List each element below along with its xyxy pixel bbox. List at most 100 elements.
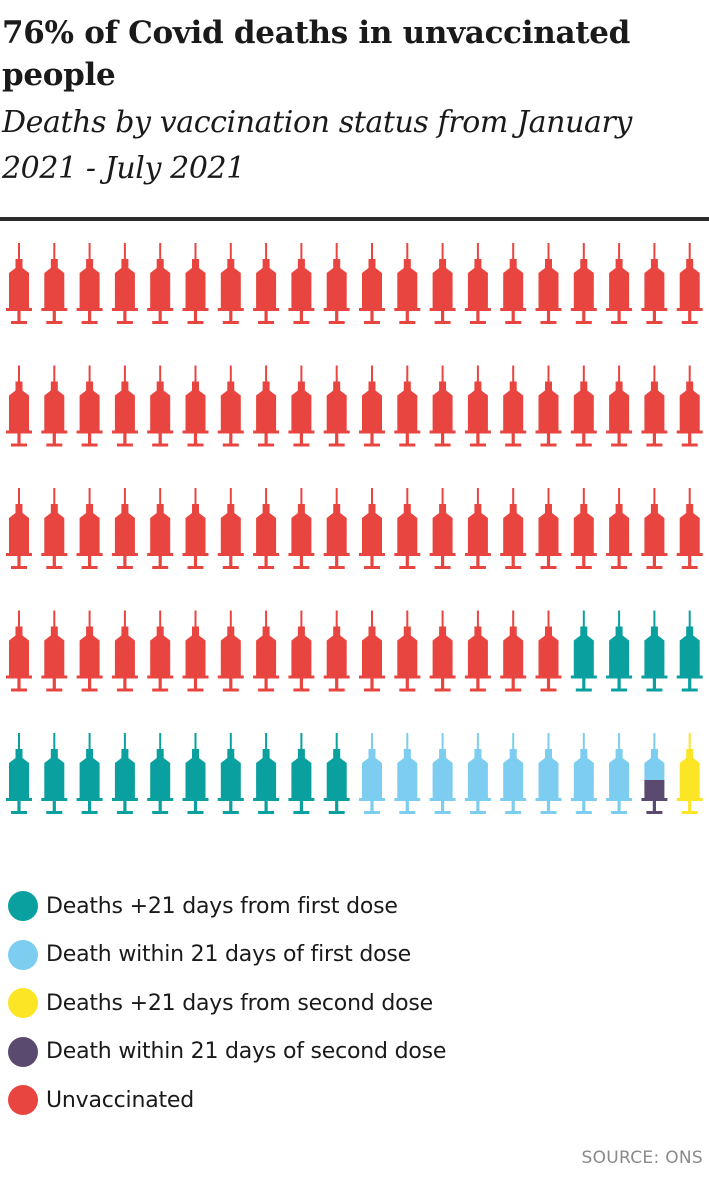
syringe-icon (394, 488, 421, 569)
legend-item: Death within 21 days of first dose (8, 931, 446, 980)
legend-label: Death within 21 days of second dose (46, 1039, 447, 1065)
syringe-icon (641, 365, 668, 447)
syringe-icon (323, 243, 350, 324)
syringe-icon (500, 733, 527, 814)
syringe-icon (464, 243, 491, 324)
syringe-icon (6, 243, 32, 324)
syringe-icon (676, 243, 703, 324)
syringe-icon (182, 488, 209, 569)
syringe-icon (76, 243, 103, 324)
syringe-icon (641, 488, 668, 569)
syringe-icon (500, 365, 527, 447)
syringe-icon (535, 488, 562, 569)
syringe-icon (147, 243, 174, 324)
syringe-icon (641, 733, 668, 814)
syringe-icon (76, 488, 103, 569)
syringe-icon (288, 733, 315, 814)
syringe-icon (111, 488, 138, 569)
syringe-icon (464, 733, 491, 814)
syringe-icon (606, 365, 633, 447)
legend-label: Deaths +21 days from first dose (46, 893, 398, 919)
syringe-icon (6, 488, 32, 569)
syringe-icon (288, 243, 315, 324)
syringe-icon (182, 733, 209, 814)
syringe-icon (323, 733, 350, 814)
syringe-icon (147, 365, 174, 447)
legend-item: Death within 21 days of second dose (8, 1028, 446, 1077)
syringe-icon (41, 610, 68, 692)
syringe-icon (535, 243, 562, 324)
legend: Deaths +21 days from first dose Death wit… (8, 882, 446, 1125)
syringe-icon (429, 610, 456, 692)
legend-swatch (8, 939, 38, 970)
syringe-icon (606, 610, 633, 692)
syringe-icon (253, 243, 280, 324)
syringe-icon (359, 488, 385, 569)
syringe-icon (429, 243, 456, 324)
syringe-icon (641, 610, 668, 692)
syringe-icon (676, 610, 703, 692)
syringe-icon (111, 365, 138, 447)
syringe-icon (217, 365, 244, 447)
syringe-icon (111, 733, 138, 814)
syringe-icon (217, 610, 244, 692)
syringe-icon (394, 610, 421, 692)
syringe-icon (253, 365, 280, 447)
legend-swatch (8, 988, 38, 1019)
syringe-icon (464, 610, 491, 692)
syringe-icon (147, 488, 174, 569)
syringe-icon (359, 610, 385, 692)
syringe-icon (323, 610, 350, 692)
syringe-icon (359, 243, 385, 324)
syringe-icon (676, 488, 703, 569)
syringe-icon (111, 610, 138, 692)
syringe-icon (464, 365, 491, 447)
syringe-icon (464, 488, 491, 569)
syringe-icon (500, 243, 527, 324)
syringe-icon (41, 733, 68, 814)
syringe-icon (217, 243, 244, 324)
syringe-icon (182, 610, 209, 692)
legend-item: Deaths +21 days from second dose (8, 979, 446, 1028)
syringe-icon (500, 488, 527, 569)
syringe-icon (182, 243, 209, 324)
syringe-icon (570, 243, 597, 324)
syringe-icon (288, 365, 315, 447)
syringe-icon (535, 733, 562, 814)
syringe-icon (606, 733, 633, 814)
syringe-icon (288, 610, 315, 692)
syringe-icon (570, 365, 597, 447)
syringe-icon (535, 365, 562, 447)
legend-label: Unvaccinated (46, 1087, 195, 1113)
legend-label: Deaths +21 days from second dose (46, 990, 433, 1016)
syringe-icon (394, 365, 421, 447)
syringe-icon (147, 733, 174, 814)
syringe-icon (570, 610, 597, 692)
legend-swatch (8, 1085, 38, 1116)
legend-swatch (8, 1036, 38, 1067)
syringe-icon (76, 610, 103, 692)
syringe-icon (182, 365, 209, 447)
syringe-icon (41, 488, 68, 569)
syringe-icon (570, 733, 597, 814)
syringe-icon (676, 365, 703, 447)
syringe-icon (147, 610, 174, 692)
syringe-icon (535, 610, 562, 692)
chart-title: 76% of Covid deaths in unvaccinated peop… (2, 15, 631, 93)
legend-item: Deaths +21 days from first dose (8, 882, 446, 931)
syringe-icon (606, 488, 633, 569)
syringe-icon (288, 488, 315, 569)
legend-item: Unvaccinated (8, 1076, 446, 1125)
syringe-icon (429, 365, 456, 447)
syringe-icon (76, 733, 103, 814)
syringe-icon (429, 488, 456, 569)
syringe-icon (570, 488, 597, 569)
syringe-icon (606, 243, 633, 324)
syringe-icon (676, 733, 703, 814)
syringe-icon (76, 365, 103, 447)
syringe-icon (217, 488, 244, 569)
legend-label: Death within 21 days of first dose (46, 942, 411, 968)
syringe-icon (500, 610, 527, 692)
syringe-icon (6, 365, 32, 447)
syringe-icon (394, 733, 421, 814)
